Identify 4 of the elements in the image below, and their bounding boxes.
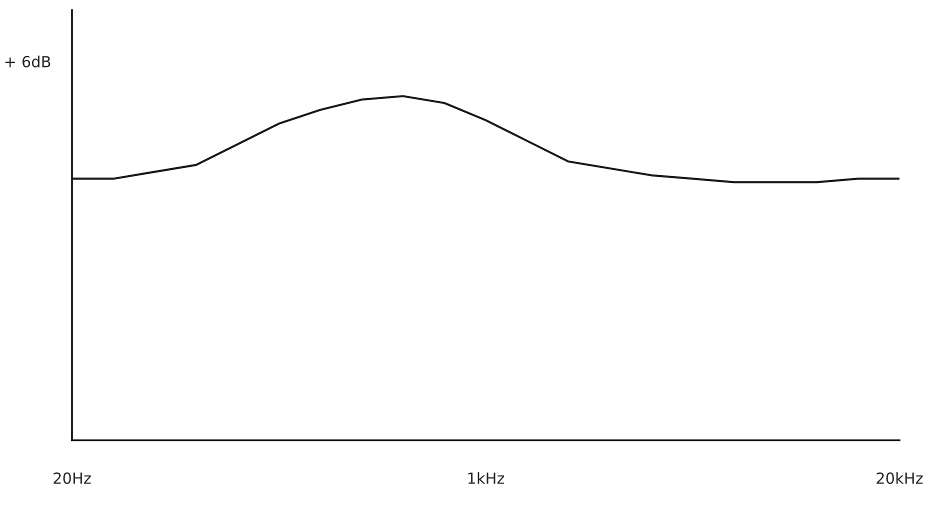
- x-tick-label: 20kHz: [876, 472, 923, 484]
- x-tick-label: 20Hz: [54, 472, 91, 484]
- text: + 6dB: [5, 56, 50, 68]
- x-tick-label: 1kHz: [468, 472, 504, 484]
